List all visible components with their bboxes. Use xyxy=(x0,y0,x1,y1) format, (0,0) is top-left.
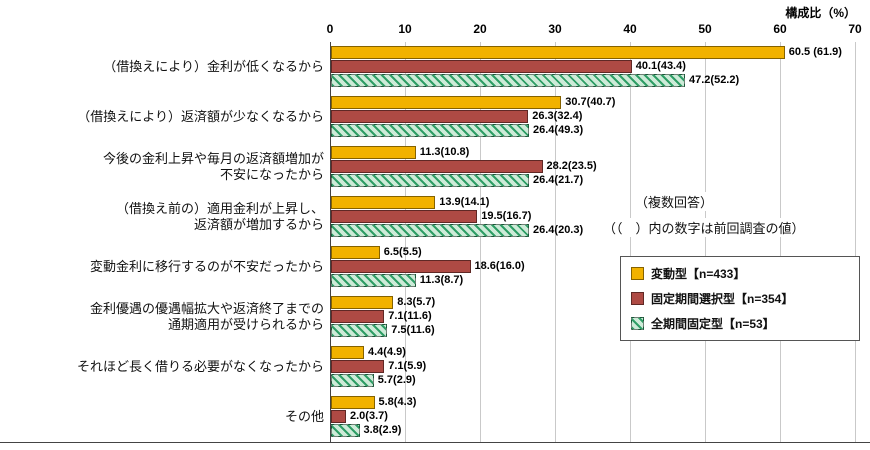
legend-label: 全期間固定型【n=53】 xyxy=(651,317,775,331)
bar xyxy=(331,146,416,159)
gridline xyxy=(630,42,631,442)
legend-swatch xyxy=(631,267,644,280)
axis-title: 構成比（%） xyxy=(785,6,856,20)
bar-value-label: 19.5(16.7) xyxy=(481,210,532,222)
bar xyxy=(331,410,346,423)
bar xyxy=(331,174,529,187)
bar xyxy=(331,274,416,287)
category-label: （借換えにより）返済額が少なくなるから xyxy=(77,108,324,124)
bar xyxy=(331,210,478,223)
bar-value-label: 26.4(20.3) xyxy=(533,224,584,236)
bar xyxy=(331,396,375,409)
bar-value-label: 8.3(5.7) xyxy=(397,296,436,308)
bar-value-label: 11.3(10.8) xyxy=(419,146,470,158)
legend-swatch xyxy=(631,317,644,330)
x-tick-label: 20 xyxy=(473,22,487,36)
bar xyxy=(331,96,562,109)
gridline xyxy=(480,42,481,442)
bar xyxy=(331,360,385,373)
bar-value-label: 28.2(23.5) xyxy=(546,160,597,172)
bar xyxy=(331,110,529,123)
category-labels: （借換えにより）金利が低くなるから （借換えにより）返済額が少なくなるから今後の金… xyxy=(4,42,324,442)
category-label: それほど長く借りる必要がなくなったから xyxy=(76,358,324,374)
legend-label: 変動型【n=433】 xyxy=(651,267,746,281)
bar xyxy=(331,46,785,59)
bar xyxy=(331,160,543,173)
bar xyxy=(331,374,374,387)
x-tick-label: 0 xyxy=(326,22,334,36)
bar-value-label: 26.4(21.7) xyxy=(533,174,584,186)
bar xyxy=(331,246,380,259)
bar-value-label: 7.5(11.6) xyxy=(391,324,435,336)
annotation-multiple-answer: （複数回答） xyxy=(633,192,716,211)
legend: 変動型【n=433】固定期間選択型【n=354】 全期間固定型【n=53】 xyxy=(620,256,860,341)
legend-swatch xyxy=(631,292,644,305)
bar xyxy=(331,310,385,323)
x-tick-label: 50 xyxy=(698,22,712,36)
category-label: （借換え前の）適用金利が上昇し、 返済額が増加するから xyxy=(115,200,324,232)
bar-value-label: 5.7(2.9) xyxy=(377,374,416,386)
bar-value-label: 40.1(43.4) xyxy=(635,60,686,72)
bar xyxy=(331,60,632,73)
bar-value-label: 30.7(40.7) xyxy=(565,96,616,108)
gridline xyxy=(780,42,781,442)
category-label: 金利優遇の優遇幅拡大や返済終了までの 通期適用が受けられるから xyxy=(89,300,324,332)
bar xyxy=(331,224,529,237)
bar-value-label: 2.0(3.7) xyxy=(350,410,388,422)
gridline xyxy=(705,42,706,442)
bar-value-label: 26.4(49.3) xyxy=(533,124,584,136)
plot-area: 60.5 (61.9) 30.7(40.7) 11.3(10.8) 13.9(14.1… xyxy=(330,42,856,442)
category-label: その他 xyxy=(284,408,324,424)
category-label: 変動金利に移行するのが不安だったから xyxy=(89,258,324,274)
x-axis-baseline xyxy=(0,442,870,443)
bar xyxy=(331,324,388,337)
bar xyxy=(331,196,436,209)
bar xyxy=(331,74,685,87)
x-tick-label: 60 xyxy=(773,22,787,36)
bar-value-label: 7.1(5.9) xyxy=(388,360,427,372)
bar xyxy=(331,424,360,437)
legend-item: 全期間固定型【n=53】 xyxy=(631,315,849,332)
gridline xyxy=(855,42,856,442)
gridline xyxy=(555,42,556,442)
bar-value-label: 4.4(4.9) xyxy=(368,346,406,358)
annotation-previous-survey-note: （（ ）内の数字は前回調査の値） xyxy=(601,218,807,237)
bar xyxy=(331,124,529,137)
x-tick-label: 70 xyxy=(848,22,862,36)
bar-value-label: 3.8(2.9) xyxy=(363,424,402,436)
bar-value-label: 18.6(16.0) xyxy=(474,260,525,272)
bar-value-label: 11.3(8.7) xyxy=(419,274,464,286)
gridline xyxy=(405,42,406,442)
bar-value-label: 47.2(52.2) xyxy=(689,74,740,86)
bar-value-label: 7.1(11.6) xyxy=(388,310,432,322)
bar-value-label: 6.5(5.5) xyxy=(383,246,422,258)
category-label: （借換えにより）金利が低くなるから xyxy=(103,58,324,74)
x-axis-ticks: 0 10 20 30 40 50 60 70 xyxy=(0,22,870,37)
bar xyxy=(331,260,471,273)
category-label: 今後の金利上昇や毎月の返済額増加が 不安になったから xyxy=(102,150,324,182)
bar-value-label: 13.9(14.1) xyxy=(439,196,490,208)
bar-value-label: 26.3(32.4) xyxy=(532,110,583,122)
x-tick-label: 10 xyxy=(398,22,412,36)
bar xyxy=(331,296,394,309)
bar-value-label: 5.8(4.3) xyxy=(378,396,417,408)
x-tick-label: 40 xyxy=(623,22,637,36)
legend-label: 固定期間選択型【n=354】 xyxy=(651,292,794,306)
bar-value-label: 60.5 (61.9) xyxy=(788,46,842,58)
x-tick-label: 30 xyxy=(548,22,562,36)
bar xyxy=(331,346,364,359)
legend-item: 固定期間選択型【n=354】 xyxy=(631,290,849,307)
legend-item: 変動型【n=433】 xyxy=(631,265,849,282)
